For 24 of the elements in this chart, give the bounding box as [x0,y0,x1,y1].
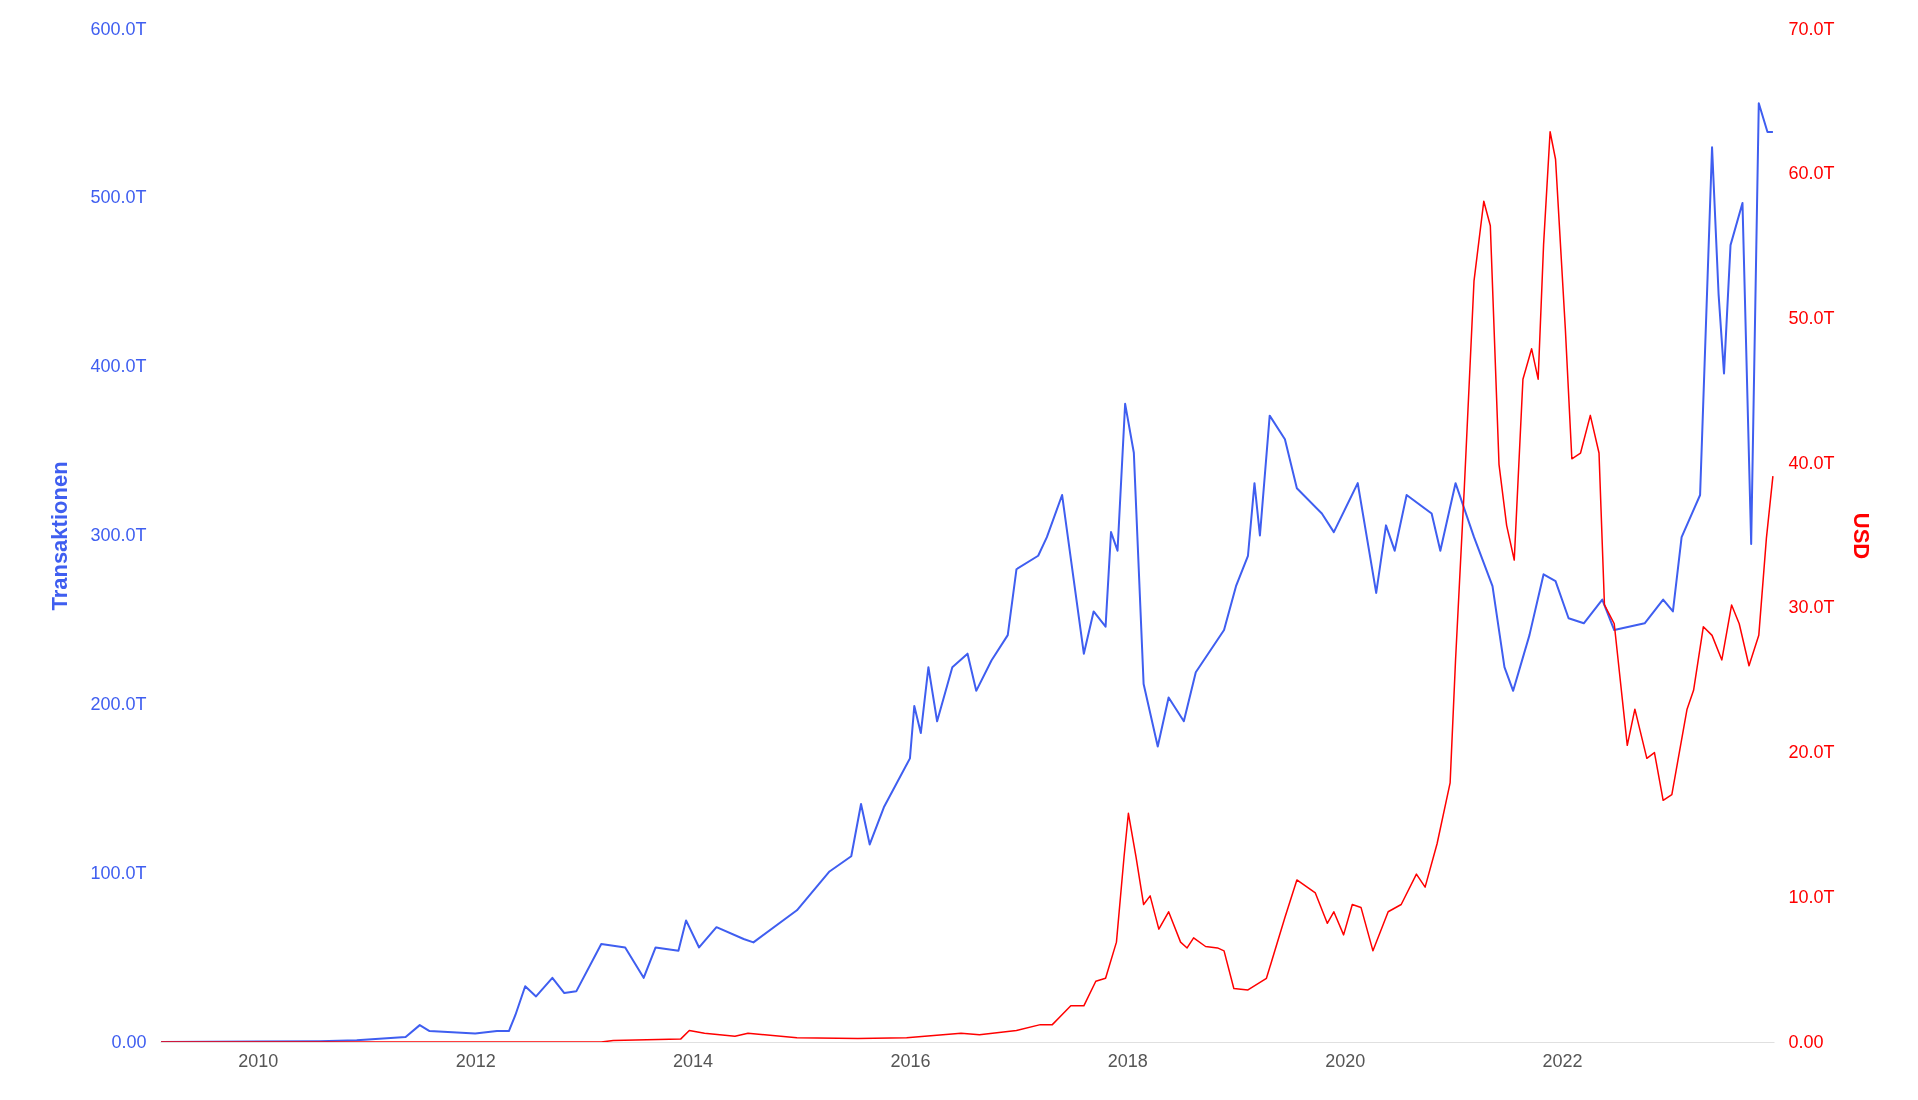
y2-tick-label: 50.0T [1788,307,1835,328]
y2-tick-label: 70.0T [1788,18,1835,39]
y2-axis-title: USD [1848,512,1874,560]
y2-tick-label: 40.0T [1788,452,1835,473]
y2-tick-label: 0.00 [1788,1031,1824,1052]
x-tick-label: 2018 [1107,1050,1148,1071]
x-tick-label: 2012 [455,1050,496,1071]
y2-tick-label: 20.0T [1788,742,1835,763]
x-tick-label: 2022 [1542,1050,1583,1071]
y2-tick-label: 60.0T [1788,163,1835,184]
y-tick-label: 100.0T [90,862,147,883]
y-tick-label: 200.0T [90,693,147,714]
x-tick-label: 2010 [238,1050,279,1071]
y-tick-label: 0.00 [111,1031,147,1052]
y2-tick-label: 10.0T [1788,886,1835,907]
y-tick-label: 500.0T [90,187,147,208]
y-tick-label: 400.0T [90,356,147,377]
x-tick-label: 2020 [1325,1050,1366,1071]
y-axis-title: Transaktionen [47,461,73,611]
y2-tick-label: 30.0T [1788,597,1835,618]
y-tick-label: 300.0T [90,525,147,545]
x-tick-label: 2014 [673,1050,714,1071]
y-tick-label: 600.0T [90,18,147,39]
x-tick-label: 2016 [890,1050,931,1071]
